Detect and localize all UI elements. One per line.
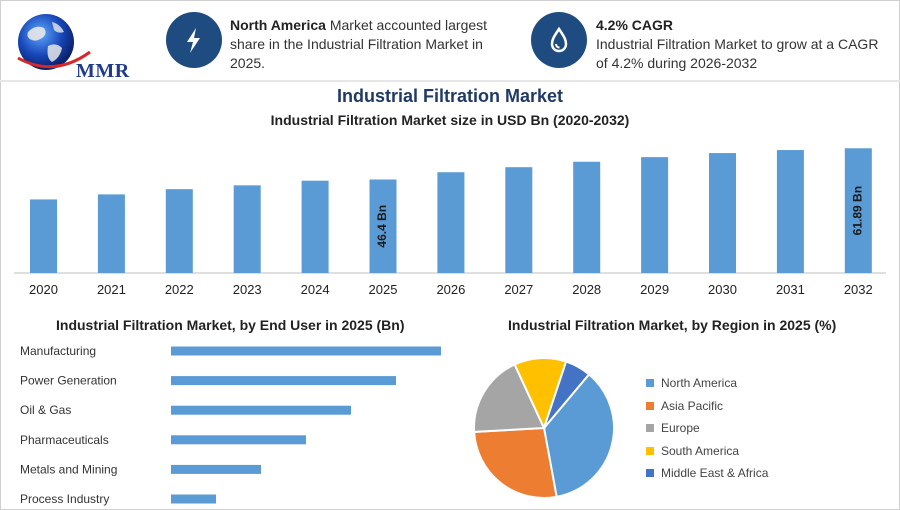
pie-slice <box>473 426 558 499</box>
info-card-cagr-text: Industrial Filtration Market to grow at … <box>596 36 879 71</box>
x-tick-label: 2031 <box>776 282 805 297</box>
pie-slice <box>542 372 615 499</box>
legend-item: Europe <box>646 417 768 440</box>
x-tick-label: 2021 <box>97 282 126 297</box>
end-user-label: Process Industry <box>20 492 109 506</box>
region-chart-title: Industrial Filtration Market, by Region … <box>508 317 837 333</box>
x-tick-label: 2022 <box>165 282 194 297</box>
logo-text: MMR <box>76 60 130 82</box>
lightning-icon <box>166 12 222 68</box>
end-user-label: Power Generation <box>20 374 117 388</box>
x-tick-label: 2028 <box>572 282 601 297</box>
legend-swatch <box>646 401 654 410</box>
end-user-bar <box>171 405 351 415</box>
bar-2029 <box>641 157 669 273</box>
region-pie-chart <box>473 357 615 499</box>
legend-label: North America <box>661 376 738 391</box>
x-tick-label: 2020 <box>29 282 58 297</box>
legend-swatch <box>646 446 654 455</box>
x-tick-label: 2024 <box>301 282 330 297</box>
header-divider <box>0 80 900 82</box>
legend-label: Asia Pacific <box>661 398 724 413</box>
x-tick-label: 2029 <box>640 282 669 297</box>
info-card-region-bold: North America <box>230 17 326 33</box>
bar-2022 <box>165 189 193 273</box>
x-tick-label: 2025 <box>369 282 398 297</box>
x-tick-label: 2030 <box>708 282 737 297</box>
main-title: Industrial Filtration Market <box>336 86 564 106</box>
bar-2025 <box>369 179 397 273</box>
end-user-label: Pharmaceuticals <box>20 433 109 447</box>
x-tick-label: 2027 <box>504 282 533 297</box>
bar-2020 <box>30 199 57 273</box>
end-user-bar <box>171 435 306 445</box>
end-user-bar <box>171 494 216 504</box>
end-user-label: Metals and Mining <box>20 462 117 476</box>
info-card-region: North America Market accounted largest s… <box>230 16 500 73</box>
bar-2030 <box>709 153 736 273</box>
bar-2021 <box>97 194 125 273</box>
bar-data-label: 46.4 Bn <box>375 205 389 248</box>
legend-item: Asia Pacific <box>646 395 768 418</box>
mmr-logo: MMR <box>14 12 144 82</box>
pie-slice <box>473 363 546 433</box>
info-card-cagr-bold: 4.2% CAGR <box>596 17 674 33</box>
bar-2023 <box>233 185 261 273</box>
bar-2026 <box>437 172 465 273</box>
legend-label: Middle East & Africa <box>661 466 769 481</box>
region-legend: North America Asia Pacific Europe South Ame… <box>646 372 768 485</box>
bar-2024 <box>301 180 329 273</box>
growth-drop-icon <box>531 12 587 68</box>
end-user-bar <box>171 376 396 386</box>
x-tick-label: 2026 <box>436 282 465 297</box>
x-tick-label: 2032 <box>844 282 873 297</box>
legend-item: Middle East & Africa <box>646 462 768 485</box>
pie-slice <box>543 360 591 429</box>
globe-icon <box>17 14 91 70</box>
legend-swatch <box>646 469 654 478</box>
info-card-region-text: Market accounted largest share in the In… <box>230 17 488 71</box>
x-tick-label: 2023 <box>233 282 262 297</box>
legend-label: Europe <box>661 421 700 436</box>
chart-subtitle: Industrial Filtration Market size in USD… <box>270 112 630 128</box>
legend-label: South America <box>661 443 740 458</box>
legend-swatch <box>646 379 654 388</box>
market-size-bar-chart: 2020 2021 2022 2023 2024 2025 2026 2027 2028 2029… <box>14 148 886 297</box>
end-user-label: Oil & Gas <box>20 403 71 417</box>
end-user-chart-title: Industrial Filtration Market, by End Use… <box>56 317 405 333</box>
end-user-bar <box>171 464 261 474</box>
legend-swatch <box>646 424 654 433</box>
end-user-label: Manufacturing <box>20 344 96 358</box>
bar-2027 <box>505 167 533 273</box>
end-user-bar-chart: Manufacturing Power Generation Oil & Gas Ph… <box>20 344 441 506</box>
bar-2031 <box>776 150 804 273</box>
bar-2028 <box>573 161 601 273</box>
bar-data-label: 61.89 Bn <box>850 186 864 235</box>
info-card-cagr: 4.2% CAGR Industrial Filtration Market t… <box>596 16 886 73</box>
legend-item: North America <box>646 372 768 395</box>
bar-2032 <box>844 148 872 273</box>
legend-item: South America <box>646 440 768 463</box>
end-user-bar <box>171 346 441 356</box>
